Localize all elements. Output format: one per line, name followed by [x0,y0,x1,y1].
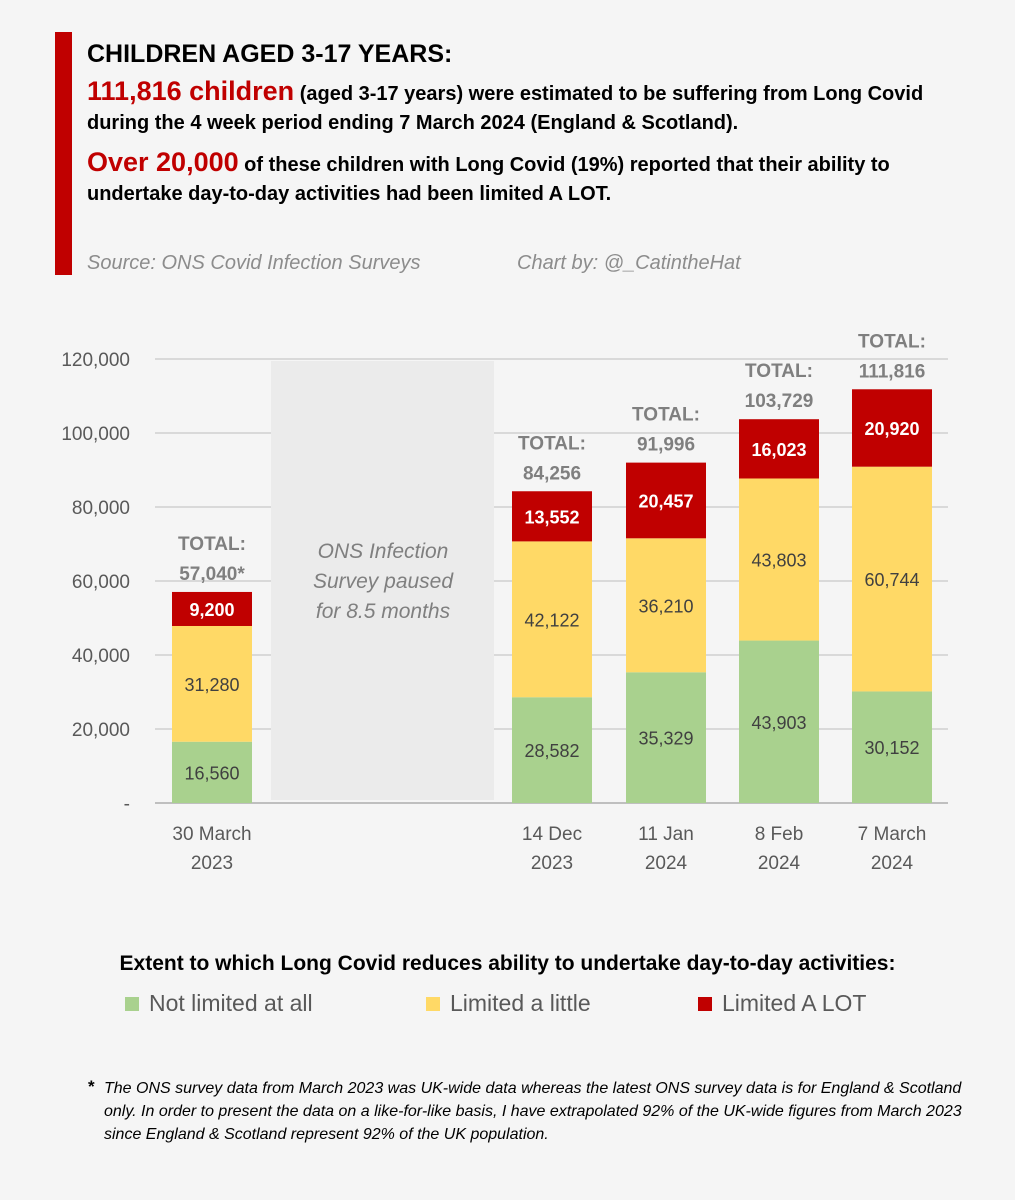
x-tick-label: 2024 [645,853,688,874]
legend-item-limited-lot: Limited A LOT [698,990,866,1017]
data-label: 20,920 [864,419,919,439]
bar-segment [172,741,252,803]
bar-segment [172,591,252,626]
y-tick-label: 80,000 [72,498,130,519]
legend-label: Limited A LOT [722,990,867,1016]
total-value: 57,040* [179,564,245,585]
legend-item-not-limited: Not limited at all [125,990,313,1017]
footnote-marker: * [88,1077,95,1096]
headline-2: Over 20,000 of these children with Long … [87,148,987,209]
data-label: 36,210 [638,596,693,616]
total-label: TOTAL: [858,331,926,352]
headline-1: 111,816 children (aged 3-17 years) were … [87,77,987,138]
paused-region [271,361,494,800]
x-tick-label: 11 Jan [638,824,694,845]
headline-2-text: of these children with Long Covid (19%) … [87,154,890,205]
paused-annotation: ONS Infection [318,540,449,563]
bar-segment [852,389,932,467]
data-label: 16,023 [751,440,806,460]
data-label: 20,457 [638,491,693,511]
legend-swatch [125,996,139,1011]
legend-label: Limited a little [450,990,591,1016]
x-tick-label: 7 March [858,824,927,845]
legend-label: Not limited at all [149,990,313,1016]
credit-text: Chart by: @_CatintheHat [517,252,741,274]
header: CHILDREN AGED 3-17 YEARS: 111,816 childr… [87,40,987,219]
bar-segment [626,538,706,673]
bar-segment [172,625,252,742]
bar-segment [739,478,819,641]
data-label: 9,200 [189,600,234,620]
bar-segment [512,491,592,542]
paused-annotation: Survey paused [313,570,454,593]
data-label: 13,552 [524,507,579,527]
bar-segment [739,419,819,479]
data-label: 30,152 [864,738,919,758]
data-label: 43,803 [751,551,806,571]
footnote-text: The ONS survey data from March 2023 was … [104,1080,962,1143]
headline-1-highlight: 111,816 children [87,76,295,106]
x-tick-label: 8 Feb [755,824,804,845]
data-label: 42,122 [524,610,579,630]
x-tick-label: 2023 [191,853,233,874]
total-label: TOTAL: [518,433,586,454]
x-tick-label: 2024 [758,853,801,874]
y-tick-label: 120,000 [61,350,130,371]
stacked-bar-chart: - 20,000 40,000 60,000 80,000 100,000 120,000 O… [61,331,948,874]
bar-segment [512,697,592,803]
x-tick-label: 2023 [531,853,573,874]
data-label: 28,582 [524,741,579,761]
y-tick-label: - [124,794,130,815]
y-tick-label: 100,000 [61,424,130,445]
total-value: 103,729 [745,391,814,412]
headline-1-text: (aged 3-17 years) were estimated to be s… [87,83,924,134]
data-label: 60,744 [864,570,919,590]
data-label: 16,560 [184,763,239,783]
bar-segment [852,691,932,803]
accent-bar [55,32,72,275]
legend-item-limited-little: Limited a little [426,990,591,1017]
data-label: 43,903 [751,713,806,733]
legend-swatch [426,996,440,1011]
total-value: 91,996 [637,435,695,456]
page-title: CHILDREN AGED 3-17 YEARS: [87,40,453,68]
total-label: TOTAL: [745,361,813,382]
x-tick-label: 2024 [871,853,914,874]
y-tick-label: 20,000 [72,720,130,741]
legend-title: Extent to which Long Covid reduces abili… [119,952,896,975]
paused-annotation: for 8.5 months [316,600,451,623]
y-tick-label: 40,000 [72,646,130,667]
total-value: 84,256 [523,463,581,484]
total-value: 111,816 [859,361,926,382]
total-label: TOTAL: [632,405,700,426]
x-tick-label: 14 Dec [522,824,582,845]
total-label: TOTAL: [178,534,246,555]
bar-segment [626,462,706,539]
bar-segment [626,672,706,803]
bar-segment [852,466,932,692]
source-text: Source: ONS Covid Infection Surveys [87,252,421,274]
bar-segment [739,640,819,803]
headline-2-highlight: Over 20,000 [87,147,239,177]
data-label: 35,329 [638,729,693,749]
legend-swatch [698,996,712,1011]
data-label: 31,280 [184,675,239,695]
y-tick-label: 60,000 [72,572,130,593]
bar-segment [512,541,592,698]
x-tick-label: 30 March [172,824,251,845]
